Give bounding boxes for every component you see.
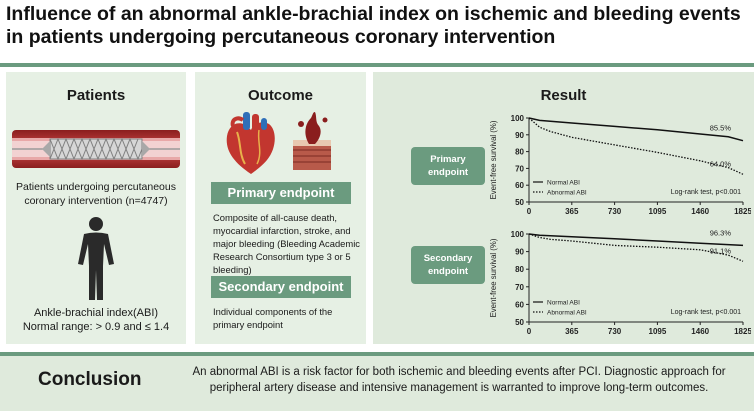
y-axis-label: Event-free survival (%)	[489, 120, 498, 199]
y-tick-label: 100	[511, 230, 525, 239]
series-end-label: 91.1%	[710, 246, 732, 255]
y-tick-label: 60	[515, 300, 524, 309]
y-tick-label: 60	[515, 181, 524, 190]
patients-population: Patients undergoing percutaneous coronar…	[16, 181, 176, 207]
secondary-endpoint-label: Secondary endpoint	[211, 276, 351, 298]
series-end-label: 96.3%	[710, 228, 732, 237]
title-divider	[0, 63, 754, 67]
patients-heading: Patients	[66, 87, 126, 104]
heart-icon	[226, 112, 275, 174]
conclusion-band: Conclusion An abnormal ABI is a risk fac…	[0, 352, 754, 411]
y-tick-label: 50	[515, 198, 524, 207]
series-end-label: 85.5%	[710, 124, 732, 133]
y-tick-label: 50	[515, 318, 524, 327]
abi-normal-range: Normal range: > 0.9 and ≤ 1.4	[22, 321, 170, 333]
secondary-endpoint-desc: Individual components of the primary end…	[213, 306, 333, 330]
x-tick-label: 0	[527, 327, 532, 336]
conclusion-text: An abnormal ABI is a risk factor for bot…	[192, 366, 726, 394]
legend-entry: Abnormal ABI	[547, 310, 587, 317]
y-tick-label: 100	[511, 114, 525, 123]
y-tick-label: 70	[515, 164, 524, 173]
x-tick-label: 730	[608, 327, 622, 336]
x-tick-label: 1095	[649, 327, 667, 336]
legend-entry: Normal ABI	[547, 300, 580, 307]
abi-label: Ankle-brachial index(ABI)	[33, 307, 159, 319]
x-tick-label: 1095	[649, 207, 667, 216]
x-tick-label: 0	[527, 207, 532, 216]
primary-km-chart: Event-free survival (%) 50 60 70 80 90 100 0 365…	[489, 114, 751, 216]
result-panel: Result Primary endpoint Secondary endpoi…	[373, 72, 754, 344]
stent-artery-icon	[12, 130, 180, 168]
result-heading: Result	[540, 87, 587, 104]
y-tick-label: 90	[515, 131, 524, 140]
x-tick-label: 1460	[691, 207, 709, 216]
outcome-panel: Outcome Primary endpoint Composite of al…	[195, 72, 366, 344]
legend-entry: Normal ABI	[547, 180, 580, 187]
y-axis-label: Event-free survival (%)	[489, 238, 498, 317]
series-end-label: 64.0%	[710, 159, 732, 168]
log-rank-text: Log-rank test, p<0.001	[671, 189, 741, 196]
y-tick-label: 80	[515, 265, 524, 274]
primary-endpoint-badge: Primary endpoint	[411, 147, 485, 185]
bleeding-tissue-icon	[293, 112, 331, 170]
x-tick-label: 365	[565, 327, 579, 336]
y-tick-label: 90	[515, 248, 524, 257]
log-rank-text: Log-rank test, p<0.001	[671, 309, 741, 316]
y-tick-label: 70	[515, 283, 524, 292]
series-line-normal-abi	[528, 117, 744, 142]
human-silhouette-icon	[78, 217, 114, 300]
series-line-normal-abi	[528, 233, 744, 247]
series-line-abnormal-abi	[528, 117, 744, 175]
patients-panel: Patients Patients undergoing percutaneou…	[6, 72, 186, 344]
x-tick-label: 730	[608, 207, 622, 216]
conclusion-label: Conclusion	[38, 369, 142, 390]
y-tick-label: 80	[515, 148, 524, 157]
x-tick-label: 1825	[734, 327, 751, 336]
primary-endpoint-desc: Composite of all-cause death, myocardial…	[213, 212, 360, 275]
page-title: Influence of an abnormal ankle-brachial …	[6, 3, 741, 48]
legend-entry: Abnormal ABI	[547, 190, 587, 197]
x-tick-label: 1825	[734, 207, 751, 216]
secondary-km-chart: Event-free survival (%) 50 60 70 80 90 100 0 365…	[489, 228, 751, 336]
x-tick-label: 1460	[691, 327, 709, 336]
primary-endpoint-label: Primary endpoint	[211, 182, 351, 204]
secondary-endpoint-badge: Secondary endpoint	[411, 246, 485, 284]
x-tick-label: 365	[565, 207, 579, 216]
outcome-heading: Outcome	[247, 87, 313, 104]
